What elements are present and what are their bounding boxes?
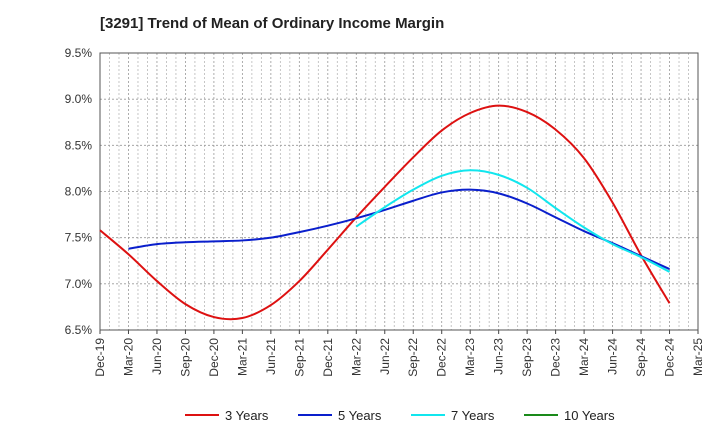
y-tick-label: 6.5% — [65, 323, 93, 337]
x-tick-label: Sep-20 — [178, 338, 192, 377]
axis-layer: 6.5% 7.0% 7.5% 8.0% 8.5% 9.0% 9.5% Dec-19 Mar-20… — [65, 46, 705, 377]
x-tick-label: Dec-23 — [549, 338, 563, 377]
series-line-3-years — [99, 104, 671, 321]
y-tick-label: 9.0% — [65, 92, 93, 106]
y-tick-label: 9.5% — [65, 46, 93, 60]
y-tick-label: 8.0% — [65, 185, 93, 199]
y-tick-label: 7.5% — [65, 231, 93, 245]
x-tick-label: Mar-24 — [577, 338, 591, 376]
x-tick-label: Mar-20 — [121, 338, 135, 376]
series-line-7-years — [355, 169, 670, 273]
y-tick-label: 8.5% — [65, 138, 93, 152]
plot-frame — [99, 52, 699, 331]
x-tick-label: Jun-23 — [492, 338, 506, 375]
legend-label: 5 Years — [338, 408, 382, 423]
legend-label: 7 Years — [451, 408, 495, 423]
series-layer — [99, 104, 671, 321]
y-tick-label: 7.0% — [65, 277, 93, 291]
x-tick-label: Dec-24 — [663, 338, 677, 377]
legend-label: 10 Years — [564, 408, 615, 423]
x-tick-label: Jun-21 — [264, 338, 278, 375]
x-tick-label: Dec-20 — [207, 338, 221, 377]
chart-title: [3291] Trend of Mean of Ordinary Income … — [100, 15, 445, 32]
x-tick-label: Jun-24 — [606, 338, 620, 375]
legend: 3 Years 5 Years 7 Years 10 Years — [185, 408, 615, 423]
x-tick-label: Mar-25 — [691, 338, 705, 376]
x-tick-label: Dec-21 — [321, 338, 335, 377]
x-tick-label: Mar-23 — [463, 338, 477, 376]
x-tick-label: Jun-22 — [378, 338, 392, 375]
x-tick-label: Mar-22 — [349, 338, 363, 376]
grid-layer — [99, 52, 699, 331]
x-tick-label: Dec-19 — [93, 338, 107, 377]
x-tick-label: Dec-22 — [435, 338, 449, 377]
series-line-5-years — [128, 188, 670, 270]
x-tick-label: Mar-21 — [235, 338, 249, 376]
x-tick-label: Sep-23 — [520, 338, 534, 377]
x-tick-label: Jun-20 — [150, 338, 164, 375]
x-tick-label: Sep-24 — [634, 338, 648, 377]
legend-label: 3 Years — [225, 408, 269, 423]
x-tick-label: Sep-22 — [406, 338, 420, 377]
x-tick-label: Sep-21 — [292, 338, 306, 377]
